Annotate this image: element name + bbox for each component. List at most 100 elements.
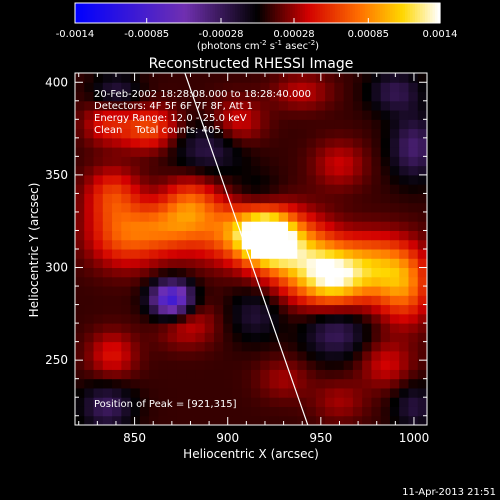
heatmap-cell bbox=[223, 202, 233, 213]
heatmap-cell bbox=[334, 286, 345, 296]
colorbar-strip bbox=[282, 3, 286, 23]
heatmap-cell bbox=[112, 369, 122, 380]
colorbar-strip bbox=[152, 3, 156, 23]
heatmap-cell bbox=[75, 341, 85, 352]
colorbar-strip bbox=[300, 3, 304, 23]
heatmap-cell bbox=[186, 91, 196, 102]
heatmap-cell bbox=[223, 174, 233, 185]
heatmap-cell bbox=[325, 276, 335, 287]
heatmap-cell bbox=[371, 341, 382, 352]
colorbar-strip bbox=[135, 3, 139, 23]
colorbar-tick-label: -0.00085 bbox=[124, 29, 169, 40]
heatmap-cell bbox=[93, 415, 104, 425]
heatmap-cell bbox=[93, 249, 104, 259]
heatmap-cell bbox=[130, 221, 141, 231]
heatmap-cell bbox=[195, 387, 206, 398]
heatmap-cell bbox=[93, 128, 104, 139]
heatmap-cell bbox=[232, 110, 243, 120]
heatmap-cell bbox=[223, 82, 233, 93]
heatmap-cell bbox=[167, 304, 178, 315]
heatmap-cell bbox=[362, 387, 372, 398]
heatmap-cell bbox=[269, 378, 280, 389]
heatmap-cell bbox=[213, 304, 224, 315]
heatmap-cell bbox=[130, 295, 141, 306]
colorbar-tick-label: 0.00085 bbox=[348, 29, 389, 40]
heatmap-cell bbox=[158, 350, 169, 361]
heatmap-cell bbox=[389, 295, 400, 306]
heatmap-cell bbox=[306, 276, 317, 287]
heatmap-cell bbox=[241, 91, 252, 102]
heatmap-cell bbox=[260, 147, 271, 157]
heatmap-cell bbox=[158, 137, 169, 148]
heatmap-cell bbox=[343, 193, 354, 204]
heatmap-cell bbox=[278, 73, 289, 83]
heatmap-cell bbox=[158, 397, 169, 407]
heatmap-cell bbox=[288, 156, 298, 167]
heatmap-cell bbox=[297, 332, 308, 343]
heatmap-cell bbox=[149, 323, 159, 333]
heatmap-cell bbox=[278, 211, 289, 222]
heatmap-cell bbox=[223, 369, 233, 380]
heatmap-cell bbox=[167, 202, 178, 213]
heatmap-cell bbox=[269, 174, 280, 185]
heatmap-cell bbox=[408, 286, 419, 296]
heatmap-cell bbox=[306, 100, 317, 111]
heatmap-cell bbox=[315, 397, 326, 407]
heatmap-cell bbox=[176, 100, 187, 111]
heatmap-cell bbox=[325, 119, 335, 130]
heatmap-cell bbox=[408, 378, 419, 389]
heatmap-cell bbox=[399, 221, 409, 231]
heatmap-cell bbox=[251, 211, 261, 222]
heatmap-cell bbox=[352, 239, 363, 250]
heatmap-cell bbox=[362, 211, 372, 222]
heatmap-cell bbox=[167, 249, 178, 259]
heatmap-cell bbox=[389, 211, 400, 222]
heatmap-cell bbox=[223, 184, 233, 194]
colorbar-strip bbox=[377, 3, 381, 23]
heatmap-cell bbox=[278, 193, 289, 204]
heatmap-cell bbox=[167, 211, 178, 222]
heatmap-cell bbox=[278, 147, 289, 157]
heatmap-cell bbox=[158, 110, 169, 120]
colorbar-strip bbox=[365, 3, 369, 23]
heatmap-cell bbox=[334, 221, 345, 231]
heatmap-cell bbox=[306, 323, 317, 333]
heatmap-cell bbox=[315, 110, 326, 120]
heatmap-cell bbox=[84, 304, 95, 315]
heatmap-cell bbox=[315, 258, 326, 269]
heatmap-cell bbox=[241, 341, 252, 352]
heatmap-cell bbox=[251, 369, 261, 380]
heatmap-cell bbox=[139, 332, 150, 343]
heatmap-cell bbox=[75, 249, 85, 259]
heatmap-cell bbox=[288, 360, 298, 370]
heatmap-cell bbox=[176, 249, 187, 259]
heatmap-cell bbox=[352, 137, 363, 148]
heatmap-cell bbox=[306, 258, 317, 269]
heatmap-cell bbox=[306, 128, 317, 139]
heatmap-cell bbox=[260, 267, 271, 278]
heatmap-cell bbox=[75, 110, 85, 120]
heatmap-cell bbox=[251, 304, 261, 315]
heatmap-cell bbox=[389, 73, 400, 83]
heatmap-cell bbox=[112, 165, 122, 176]
heatmap-cell bbox=[176, 378, 187, 389]
heatmap-cell bbox=[195, 73, 206, 83]
heatmap-cell bbox=[260, 239, 271, 250]
colorbar-strip bbox=[87, 3, 91, 23]
heatmap-cell bbox=[102, 202, 113, 213]
heatmap-cell bbox=[306, 295, 317, 306]
colorbar-strip bbox=[370, 3, 374, 23]
heatmap-cell bbox=[362, 100, 372, 111]
heatmap-cell bbox=[186, 341, 196, 352]
heatmap-cell bbox=[380, 156, 391, 167]
heatmap-cell bbox=[325, 286, 335, 296]
heatmap-cell bbox=[334, 211, 345, 222]
heatmap-cell bbox=[362, 350, 372, 361]
heatmap-cell bbox=[167, 184, 178, 194]
heatmap-cell bbox=[158, 239, 169, 250]
heatmap-cell bbox=[315, 304, 326, 315]
heatmap-cell bbox=[176, 341, 187, 352]
heatmap-cell bbox=[399, 110, 409, 120]
heatmap-cell bbox=[334, 91, 345, 102]
heatmap-cell bbox=[325, 350, 335, 361]
